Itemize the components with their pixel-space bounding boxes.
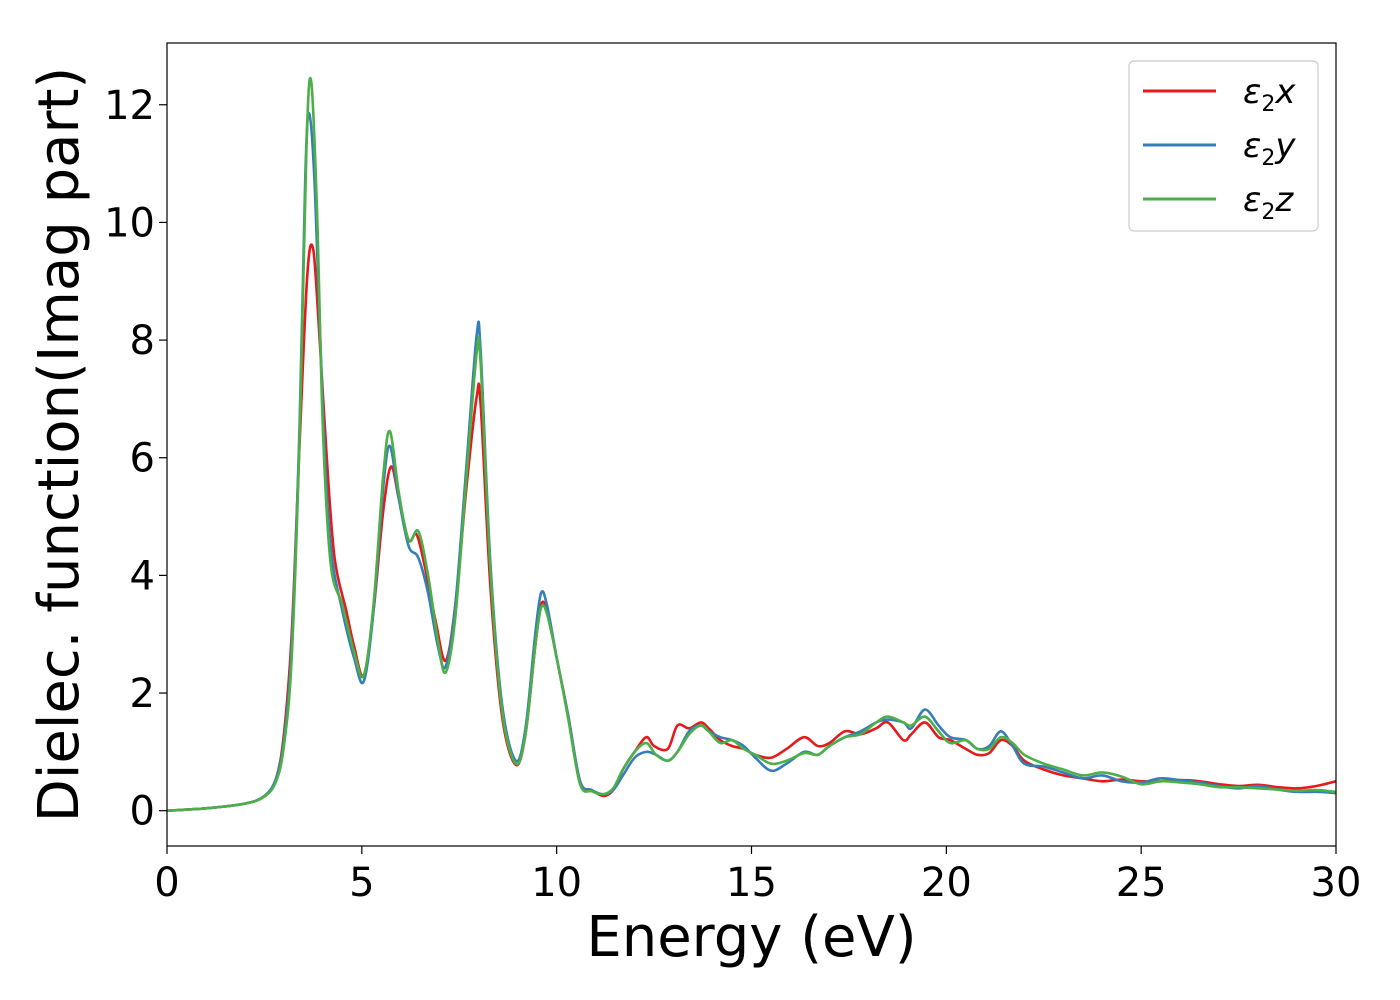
legend-label-y: ε2y	[1243, 126, 1296, 171]
y-axis-title: Dielec. function(Imag part)	[27, 67, 92, 823]
x-tick-label: 5	[349, 860, 374, 906]
x-tick-label: 0	[154, 860, 179, 906]
x-tick-label: 30	[1311, 860, 1362, 906]
legend-box	[1128, 60, 1319, 232]
y-tick-label: 0	[130, 789, 155, 835]
y-tick-label: 2	[130, 671, 155, 717]
y-axis-ticks: 0 2 4 6 8 10 12	[104, 83, 167, 835]
legend-label-x: ε2x	[1243, 72, 1296, 117]
series-line-y	[167, 111, 1336, 812]
y-tick-label: 12	[104, 83, 155, 129]
series-line-z	[167, 76, 1336, 812]
series-layer	[167, 76, 1336, 812]
x-tick-label: 10	[531, 860, 582, 906]
legend-label-z: ε2z	[1243, 180, 1294, 225]
x-tick-label: 15	[726, 860, 777, 906]
x-tick-label: 20	[921, 860, 972, 906]
x-axis-title: Energy (eV)	[586, 905, 916, 970]
y-tick-label: 4	[130, 553, 155, 599]
legend: ε2x ε2y ε2z	[1128, 60, 1319, 232]
x-tick-label: 25	[1116, 860, 1167, 906]
x-axis-ticks: 0 5 10 15 20 25 30	[154, 846, 1361, 906]
y-tick-label: 10	[104, 200, 155, 246]
y-tick-label: 6	[130, 436, 155, 482]
y-tick-label: 8	[130, 318, 155, 364]
